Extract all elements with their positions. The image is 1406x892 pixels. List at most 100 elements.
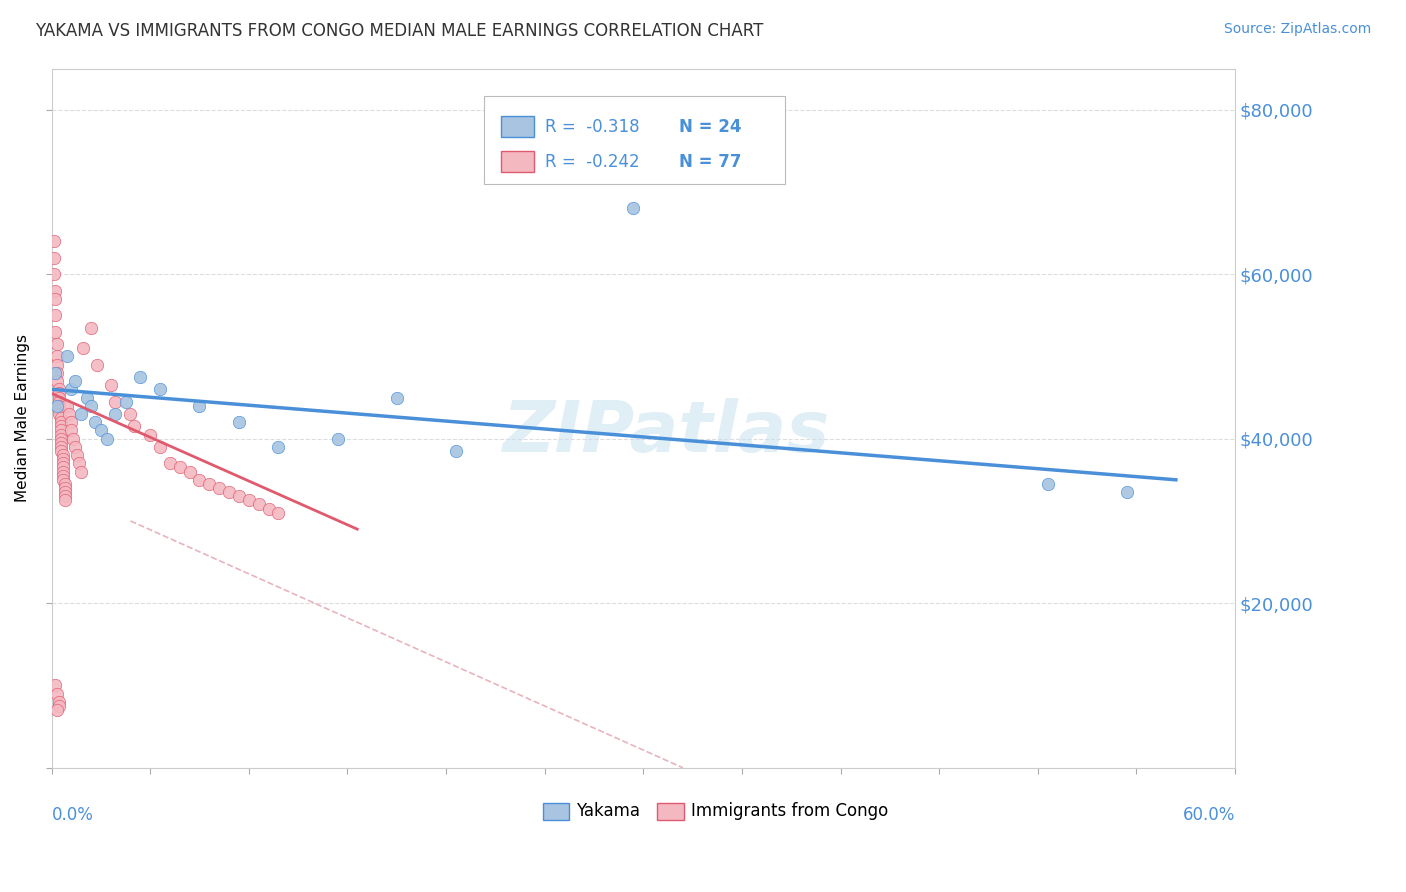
Text: YAKAMA VS IMMIGRANTS FROM CONGO MEDIAN MALE EARNINGS CORRELATION CHART: YAKAMA VS IMMIGRANTS FROM CONGO MEDIAN M… <box>35 22 763 40</box>
Point <box>80 399 103 413</box>
Point <box>139 427 162 442</box>
Point <box>70 407 93 421</box>
Point <box>44 325 66 339</box>
Point <box>52 452 75 467</box>
FancyBboxPatch shape <box>543 803 569 820</box>
Point <box>188 399 211 413</box>
FancyBboxPatch shape <box>502 151 534 172</box>
Point <box>52 448 75 462</box>
Point <box>56 350 79 364</box>
Point <box>42 234 65 248</box>
Point <box>46 703 69 717</box>
Text: 60.0%: 60.0% <box>1182 806 1234 824</box>
Point <box>46 687 69 701</box>
Point <box>67 456 90 470</box>
Text: Source: ZipAtlas.com: Source: ZipAtlas.com <box>1223 22 1371 37</box>
Point <box>76 391 98 405</box>
Point <box>104 394 127 409</box>
Point <box>46 399 69 413</box>
Point <box>444 444 467 458</box>
Point <box>51 444 73 458</box>
Point <box>198 477 221 491</box>
Point <box>51 432 73 446</box>
Point <box>188 473 211 487</box>
Point <box>100 378 122 392</box>
Point <box>44 292 66 306</box>
Point <box>60 424 83 438</box>
Point <box>60 382 83 396</box>
Point <box>48 391 70 405</box>
FancyBboxPatch shape <box>484 96 786 184</box>
Point <box>179 465 201 479</box>
Point <box>86 358 108 372</box>
Point <box>52 460 75 475</box>
Point <box>385 391 408 405</box>
Point <box>124 419 146 434</box>
Y-axis label: Median Male Earnings: Median Male Earnings <box>15 334 30 502</box>
Point <box>53 493 76 508</box>
Point <box>51 424 73 438</box>
Text: ZIPatlas: ZIPatlas <box>503 398 831 467</box>
Point <box>104 407 127 421</box>
Point <box>46 366 69 380</box>
Point <box>51 427 73 442</box>
Point <box>72 341 94 355</box>
Point <box>129 370 152 384</box>
Point <box>48 382 70 396</box>
Point <box>623 202 645 216</box>
Text: R =  -0.242: R = -0.242 <box>546 153 640 170</box>
Point <box>267 440 290 454</box>
Point <box>218 485 240 500</box>
Point <box>267 506 290 520</box>
Point <box>257 501 280 516</box>
Point <box>1115 485 1137 500</box>
Point <box>44 308 66 322</box>
Point <box>48 407 70 421</box>
Point <box>51 415 73 429</box>
Point <box>52 473 75 487</box>
Text: Yakama: Yakama <box>576 802 640 820</box>
Point <box>51 419 73 434</box>
Text: Immigrants from Congo: Immigrants from Congo <box>690 802 887 820</box>
Point <box>96 432 118 446</box>
Point <box>159 456 181 470</box>
Point <box>60 415 83 429</box>
Point <box>62 432 84 446</box>
Point <box>84 415 107 429</box>
Point <box>46 374 69 388</box>
Point <box>52 456 75 470</box>
Point <box>53 481 76 495</box>
Point <box>70 465 93 479</box>
Point <box>53 477 76 491</box>
Point <box>46 337 69 351</box>
Point <box>208 481 231 495</box>
Point <box>53 485 76 500</box>
Text: N = 77: N = 77 <box>679 153 741 170</box>
Point <box>48 386 70 401</box>
Point <box>48 698 70 713</box>
FancyBboxPatch shape <box>658 803 683 820</box>
Point <box>46 358 69 372</box>
Point <box>238 493 260 508</box>
Point <box>52 468 75 483</box>
Point <box>44 366 66 380</box>
Point <box>44 284 66 298</box>
Point <box>247 498 270 512</box>
Point <box>66 448 89 462</box>
Point <box>326 432 349 446</box>
Point <box>56 399 79 413</box>
Point <box>169 460 191 475</box>
Point <box>58 407 80 421</box>
Text: R =  -0.318: R = -0.318 <box>546 118 640 136</box>
Point <box>42 251 65 265</box>
Point <box>63 440 86 454</box>
Point <box>46 350 69 364</box>
FancyBboxPatch shape <box>502 116 534 137</box>
Point <box>51 435 73 450</box>
Point <box>80 320 103 334</box>
Point <box>48 695 70 709</box>
Text: 0.0%: 0.0% <box>52 806 93 824</box>
Point <box>51 440 73 454</box>
Point <box>48 399 70 413</box>
Point <box>63 374 86 388</box>
